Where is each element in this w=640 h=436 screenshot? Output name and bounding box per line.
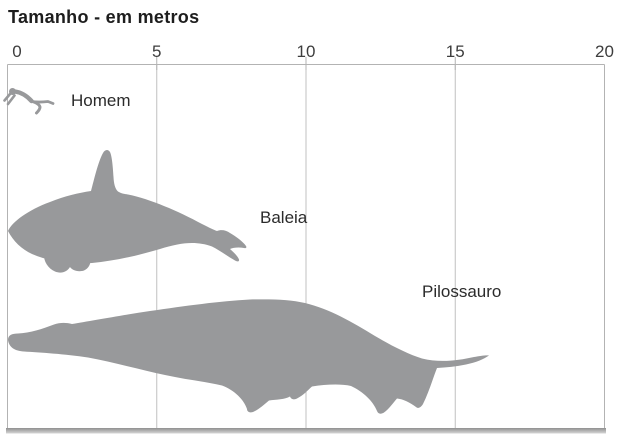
orca-whale-silhouette: [8, 150, 247, 273]
swimming-man-silhouette: [3, 88, 55, 115]
figure-label-orca-whale: Baleia: [260, 208, 308, 227]
baseline-bar: [6, 428, 606, 434]
figure-label-pliosaur: Pilossauro: [422, 282, 502, 301]
pliosaur-silhouette: [8, 299, 489, 414]
axis-tick-label-20: 20: [595, 42, 614, 61]
axis-tick-label-5: 5: [152, 42, 162, 61]
axis-tick-label-10: 10: [296, 42, 316, 61]
chart-title: Tamanho - em metros: [8, 7, 200, 27]
figure-label-swimming-man: Homem: [71, 91, 131, 110]
axis-tick-label-15: 15: [445, 42, 465, 61]
plot-frame: [6, 64, 606, 434]
axis-tick-label-0: 0: [12, 42, 22, 61]
